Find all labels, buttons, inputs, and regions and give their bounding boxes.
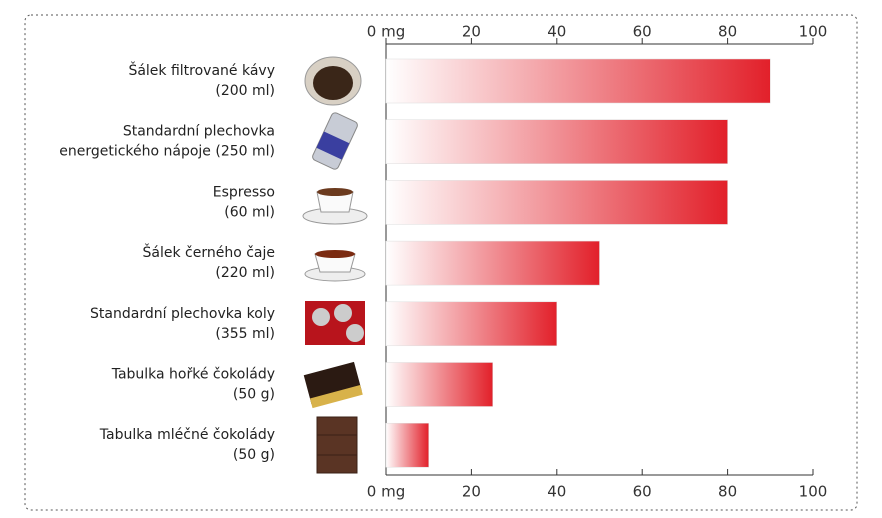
category-label: (220 ml) [215, 265, 275, 281]
x-tick-label: 80 [718, 23, 737, 41]
category-label: Šálek filtrované kávy [128, 61, 275, 79]
category-label: (355 ml) [215, 326, 275, 342]
category-label: Tabulka mléčné čokolády [99, 427, 275, 443]
category-label: Standardní plechovka [123, 124, 275, 140]
frame [24, 14, 858, 511]
category-label: Espresso [213, 184, 275, 200]
category-label: Šálek černého čaje [142, 243, 275, 261]
bar [385, 240, 600, 286]
icon-milk-chocolate [316, 416, 358, 474]
category-label: (50 g) [233, 447, 275, 463]
x-tick-label: 40 [547, 23, 566, 41]
x-tick-label: 20 [462, 483, 481, 501]
category-label: energetického nápoje (250 ml) [59, 144, 275, 160]
x-tick-label: 100 [799, 23, 828, 41]
icon-espresso [302, 188, 368, 225]
bar [385, 58, 771, 104]
category-label: (50 g) [233, 387, 275, 403]
x-tick-label: 0 mg [367, 23, 405, 41]
category-label: Standardní plechovka koly [90, 306, 275, 322]
bar [385, 362, 493, 407]
bar [385, 422, 429, 468]
bar [385, 180, 728, 225]
icon-tea [304, 250, 366, 282]
x-tick-label: 100 [799, 483, 828, 501]
x-tick-label: 0 mg [367, 483, 405, 501]
bar [385, 301, 558, 347]
x-tick-label: 40 [547, 483, 566, 501]
icon-energy-can [312, 112, 358, 170]
icon-dark-chocolate [303, 361, 363, 409]
category-label: (200 ml) [215, 83, 275, 99]
category-label: Tabulka hořké čokolády [111, 367, 275, 383]
x-tick-label: 60 [633, 483, 652, 501]
category-label: (60 ml) [224, 204, 275, 220]
icon-filter-coffee [304, 56, 362, 106]
x-tick-label: 60 [633, 23, 652, 41]
x-tick-label: 80 [718, 483, 737, 501]
icon-cola-cans [305, 301, 365, 345]
x-tick-label: 20 [462, 23, 481, 41]
bar [385, 119, 728, 164]
